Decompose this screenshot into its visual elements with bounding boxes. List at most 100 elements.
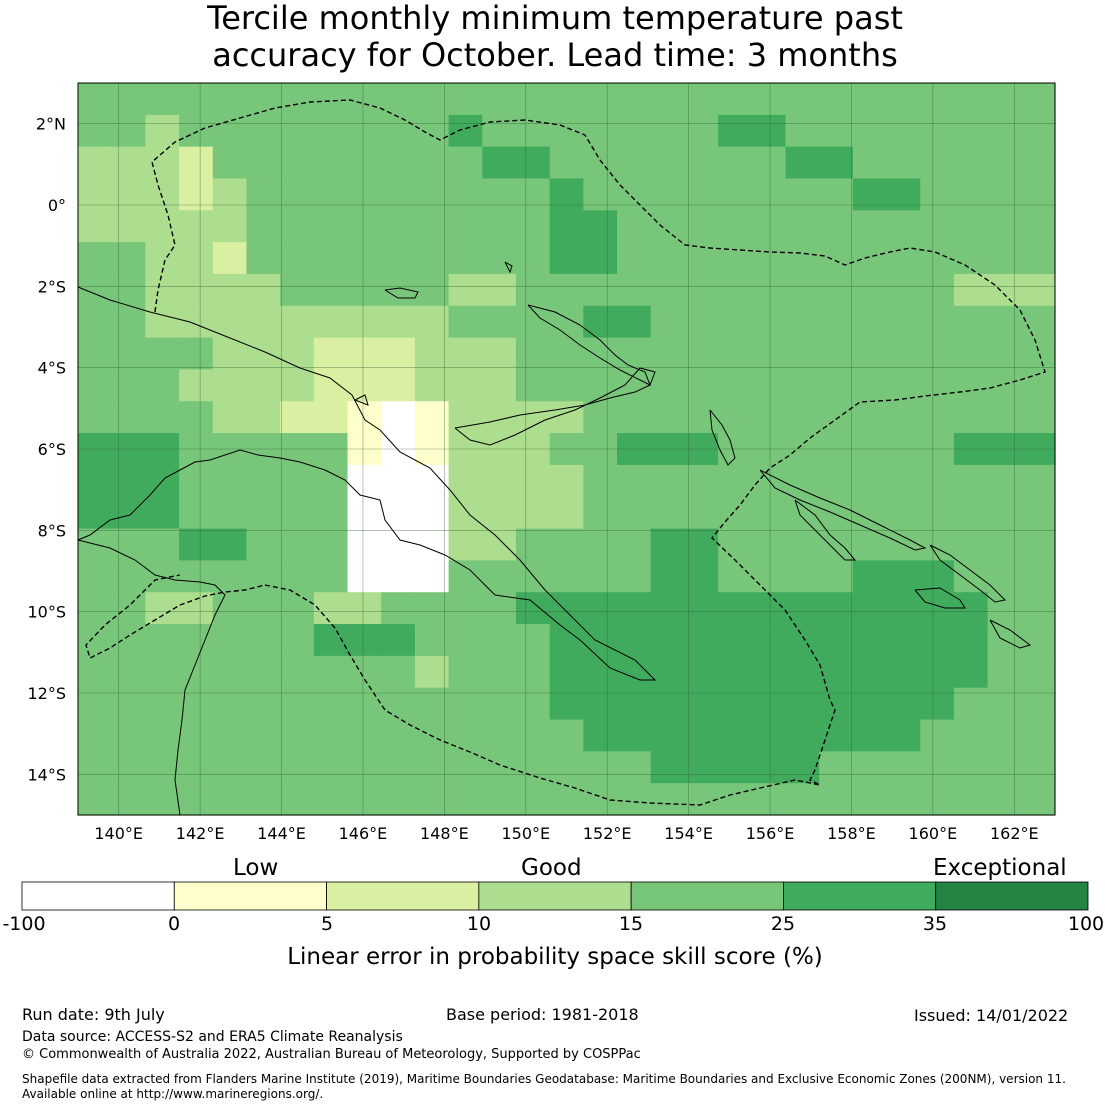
colorbar-label-low: Low (233, 855, 279, 881)
skill-cell (684, 146, 719, 180)
eez-boundary (85, 99, 1046, 806)
skill-cell (212, 719, 248, 752)
skill-cell (246, 751, 281, 784)
skill-cell (280, 337, 315, 371)
skill-cell (280, 114, 315, 148)
skill-cell (280, 146, 315, 180)
skill-cell (246, 273, 281, 307)
skill-cell (819, 369, 854, 402)
data-source: Data source: ACCESS-S2 and ERA5 Climate … (22, 1029, 403, 1045)
skill-cell (78, 592, 113, 625)
skill-cell (583, 401, 618, 434)
colorbar-title: Linear error in probability space skill … (287, 944, 823, 970)
skill-cell (987, 210, 1022, 243)
skill-cell (515, 242, 551, 275)
skill-cell (920, 624, 955, 657)
skill-cell (246, 210, 281, 243)
skill-cell (785, 687, 820, 721)
skill-cell (684, 83, 719, 116)
skill-cell (347, 401, 382, 434)
skill-cell (987, 83, 1022, 116)
skill-cell (347, 337, 382, 371)
latitude-labels: 2°N 0° 2°S 4°S 6°S 8°S 10°S 12°S 14°S (27, 115, 66, 785)
skill-cell (886, 687, 921, 721)
skill-cell (212, 687, 248, 721)
skill-cell (347, 146, 382, 180)
skill-cell (617, 242, 652, 275)
skill-cell (515, 337, 551, 371)
skill-cell (819, 114, 854, 148)
skill-cell (852, 401, 888, 434)
skill-cell (179, 528, 214, 561)
skill-cell (448, 624, 483, 657)
skill-cell (448, 401, 483, 434)
skill-cell (886, 719, 921, 752)
skill-cell (1021, 305, 1056, 339)
skill-cell (111, 751, 146, 784)
colorbar-bin (630, 881, 784, 911)
skill-cell (852, 719, 888, 752)
skill-cell (684, 624, 719, 657)
skill-cell (886, 178, 921, 211)
lon-tick-label: 162°E (990, 824, 1039, 843)
skill-cell (448, 178, 483, 211)
skill-cell (987, 273, 1022, 307)
skill-cell (280, 751, 315, 784)
skill-cell (280, 496, 315, 530)
skill-cell (179, 496, 214, 530)
skill-cell (246, 146, 281, 180)
skill-cell (414, 114, 450, 148)
skill-cell (953, 401, 989, 434)
skill-cell (145, 687, 180, 721)
solomon-islands-3 (929, 544, 1007, 603)
lon-tick-label: 144°E (257, 824, 306, 843)
skill-cell (1021, 751, 1056, 784)
skill-cell (448, 242, 483, 275)
skill-cell (246, 242, 281, 275)
skill-cell (819, 464, 854, 498)
skill-cell (515, 178, 551, 211)
skill-cell (515, 783, 551, 816)
skill-cell (920, 273, 955, 307)
skill-cell (785, 83, 820, 116)
skill-cell (347, 592, 382, 625)
skill-cell (617, 114, 652, 148)
skill-cell (987, 496, 1022, 530)
skill-cell (987, 464, 1022, 498)
skill-cell (617, 687, 652, 721)
skill-cell (852, 560, 888, 593)
skill-cell (179, 751, 214, 784)
skill-cell (953, 114, 989, 148)
skill-cell (819, 655, 854, 689)
skill-cell (684, 273, 719, 307)
skill-cell (583, 783, 618, 816)
skill-cell (515, 687, 551, 721)
skill-cell (583, 560, 618, 593)
skill-cell (920, 719, 955, 752)
skill-cell (785, 719, 820, 752)
skill-cell (785, 114, 820, 148)
skill-cell (920, 83, 955, 116)
skill-cell (953, 464, 989, 498)
lon-tick-label: 160°E (909, 824, 958, 843)
skill-cell (179, 273, 214, 307)
skill-cell (953, 178, 989, 211)
skill-cell (617, 273, 652, 307)
skill-cell (313, 305, 349, 339)
skill-cell (515, 401, 551, 434)
skill-cell (953, 783, 989, 816)
skill-cell (414, 305, 450, 339)
skill-cell (448, 528, 483, 561)
skill-cell (583, 528, 618, 561)
skill-cell (381, 83, 416, 116)
skill-cell (886, 83, 921, 116)
skill-cell (145, 369, 180, 402)
skill-cell (414, 242, 450, 275)
skill-cell (179, 210, 214, 243)
skill-cell (1021, 528, 1056, 561)
skill-cell (515, 592, 551, 625)
lat-tick-label: 8°S (38, 521, 66, 540)
skill-cell (313, 178, 349, 211)
skill-cell (515, 369, 551, 402)
lon-tick-label: 146°E (339, 824, 388, 843)
